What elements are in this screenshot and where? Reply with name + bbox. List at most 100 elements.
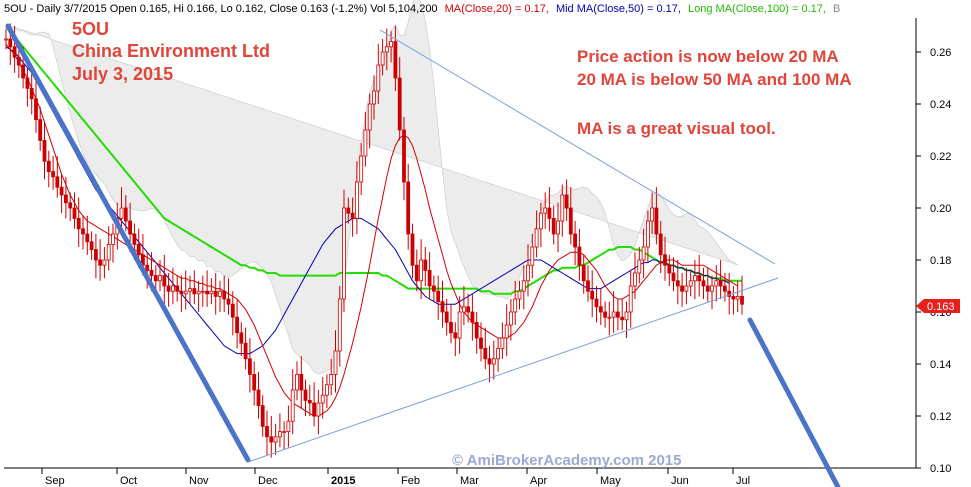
candle-body [286, 420, 291, 433]
candle-body [111, 233, 115, 245]
candle-body [474, 321, 479, 339]
candle-body [607, 316, 612, 319]
candle-body [183, 290, 188, 295]
y-tick-label: 0.18 [930, 255, 951, 267]
candle-body [128, 220, 133, 235]
candle-body [449, 321, 453, 334]
candle-body [16, 56, 21, 66]
candle-body [547, 207, 552, 219]
candle-body [218, 290, 222, 297]
candle-body [568, 207, 573, 235]
candle-body [539, 212, 543, 230]
candle-body [705, 285, 710, 292]
candle-body [68, 202, 73, 209]
candle-body [389, 41, 394, 48]
x-tick-label: Jun [671, 475, 689, 487]
candle-body [693, 275, 697, 282]
candle-body [496, 347, 501, 360]
candle-body [560, 194, 565, 222]
candle-body [175, 285, 180, 292]
candle-body [414, 264, 419, 282]
candle-body [34, 98, 38, 121]
candle-body [376, 64, 381, 92]
candle-body [85, 233, 90, 243]
candle-body [25, 77, 30, 89]
candle-body [440, 301, 445, 313]
candle-body [633, 272, 637, 287]
x-tick-label: Nov [189, 475, 209, 487]
candle-body [8, 38, 13, 48]
annotation-date: July 3, 2015 [72, 64, 173, 84]
price-tag-label: 0.163 [927, 301, 955, 313]
candle-body [303, 389, 308, 401]
candle-body [213, 290, 218, 297]
triangle-lower-line [247, 277, 779, 463]
candle-body [76, 217, 81, 230]
candle-body [594, 298, 599, 308]
candle-body [543, 207, 548, 214]
candle-body [466, 306, 471, 313]
candle-body [81, 228, 85, 235]
candle-body [354, 181, 359, 219]
candle-body [727, 290, 732, 297]
candle-body [436, 290, 441, 303]
candle-body [577, 246, 582, 266]
candle-body [145, 264, 150, 271]
y-axis-ticks: 0.100.120.140.160.180.200.220.240.26 [916, 47, 951, 475]
candle-body [363, 129, 368, 157]
candle-body [239, 332, 244, 344]
x-tick-label: Jul [736, 475, 750, 487]
candle-body [269, 436, 274, 443]
header-trailing: B [833, 3, 840, 15]
y-tick-label: 0.20 [930, 203, 951, 215]
candle-body [461, 306, 466, 313]
candle-body [406, 181, 411, 235]
candle-body [337, 298, 342, 352]
candle-body [55, 176, 60, 188]
candle-body [367, 103, 372, 131]
x-tick-label: Sep [45, 475, 65, 487]
candle-body [483, 347, 488, 360]
candle-body [526, 264, 530, 282]
last-price-tag: 0.163 [916, 299, 960, 313]
candle-body [637, 259, 642, 274]
candle-body [38, 119, 43, 141]
candle-body [534, 228, 539, 248]
candle-body [72, 207, 77, 219]
candle-body [265, 425, 269, 438]
ma100-label: Long MA(Close,100) = 0.17, [688, 3, 826, 15]
candles [4, 23, 744, 458]
x-tick-label: Dec [258, 475, 278, 487]
candle-body [316, 402, 321, 417]
candle-body [688, 280, 693, 287]
candle-body [196, 290, 201, 295]
candle-body [735, 295, 740, 300]
candle-body [243, 342, 248, 360]
candle-body [350, 212, 355, 219]
y-tick-label: 0.22 [930, 151, 951, 163]
y-tick-label: 0.26 [930, 47, 951, 59]
candle-body [556, 220, 560, 235]
ma50-line [5, 46, 730, 355]
annotation-note1: Price action is now below 20 MA [577, 47, 839, 66]
candle-body [247, 358, 252, 375]
candle-body [641, 246, 646, 261]
candle-body [444, 311, 449, 323]
x-tick-label: 2015 [331, 475, 355, 487]
candle-body [667, 264, 672, 274]
candle-body [453, 332, 458, 339]
candle-body [573, 233, 577, 248]
candle-body [162, 275, 167, 287]
candle-body [616, 311, 620, 318]
candle-body [290, 389, 295, 422]
candle-body [658, 233, 663, 256]
candle-body [508, 311, 513, 326]
candle-body [226, 298, 231, 305]
candle-body [402, 129, 406, 183]
candle-body [628, 285, 633, 313]
candle-body [470, 311, 475, 323]
candle-body [4, 38, 8, 41]
candle-body [192, 288, 197, 295]
candle-body [491, 358, 496, 365]
candle-body [222, 290, 227, 300]
